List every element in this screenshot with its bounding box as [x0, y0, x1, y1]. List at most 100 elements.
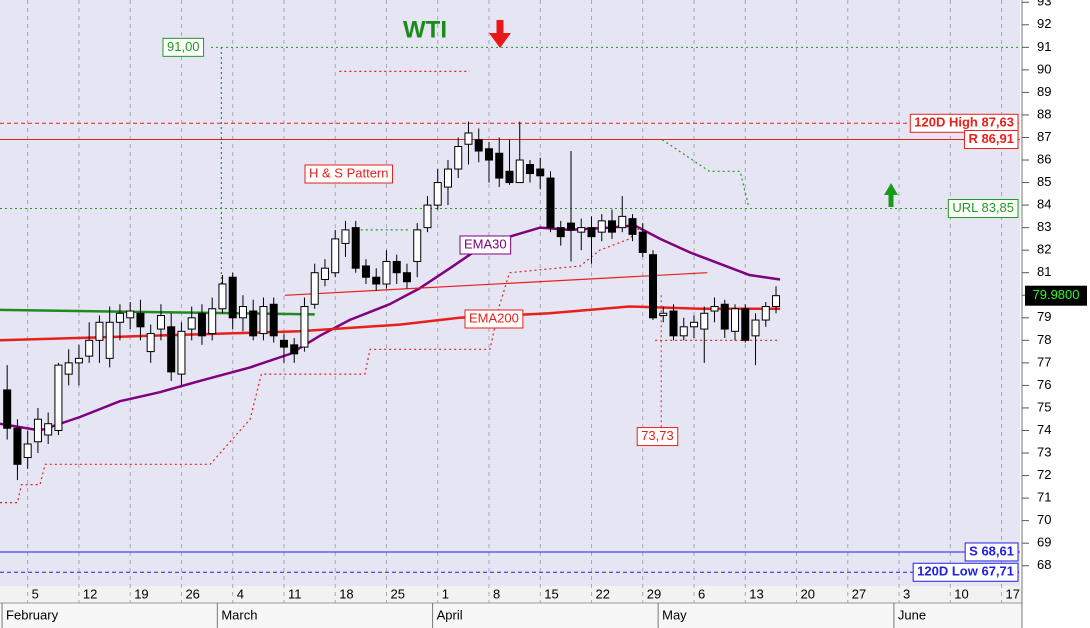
- level-label: URL 83,85: [952, 200, 1014, 215]
- level-label: S 68,61: [969, 543, 1014, 558]
- y-tick-label: 83: [1037, 219, 1051, 234]
- candle-body: [44, 423, 53, 436]
- candle-body: [13, 427, 22, 465]
- candle-body: [361, 265, 370, 278]
- arrow-shaft: [888, 194, 894, 207]
- candle-body: [556, 227, 565, 238]
- candle-body: [290, 344, 299, 355]
- level-label: R 86,91: [968, 131, 1014, 146]
- candle-body: [146, 333, 155, 353]
- candle-body: [413, 229, 422, 262]
- overlay-line: [0, 227, 641, 504]
- candle-body: [741, 308, 750, 341]
- candle-body: [33, 418, 42, 443]
- candle-body: [208, 308, 217, 335]
- candle-body: [392, 260, 401, 274]
- candle-body: [105, 321, 114, 359]
- candle-body: [279, 339, 288, 348]
- chart-title: WTI: [403, 16, 447, 43]
- x-tick-label: 8: [493, 586, 500, 601]
- candle-body: [382, 260, 391, 285]
- candle-body: [197, 312, 206, 337]
- level-label-box: [963, 130, 1019, 150]
- candle-layer: [3, 121, 781, 481]
- candle-body: [669, 310, 678, 337]
- candle-body: [772, 295, 781, 308]
- month-label: May: [662, 607, 687, 622]
- y-tick-label: 79: [1037, 309, 1051, 324]
- x-tick-label: 13: [749, 586, 763, 601]
- month-label: April: [437, 607, 463, 622]
- y-tick-label: 91: [1037, 39, 1051, 54]
- candle-body: [690, 321, 699, 328]
- y-tick-label: 90: [1037, 61, 1051, 76]
- candle-body: [464, 132, 473, 145]
- level-label-box: [964, 542, 1019, 562]
- x-tick-label: 17: [1006, 586, 1020, 601]
- level-label: 120D High 87,63: [914, 115, 1014, 130]
- x-tick-label: 12: [83, 586, 97, 601]
- x-tick-label: 26: [185, 586, 199, 601]
- candle-body: [351, 227, 360, 269]
- series-label-box: [464, 309, 524, 329]
- candle-body: [54, 364, 63, 431]
- candle-body: [95, 321, 104, 341]
- arrow-head: [884, 183, 898, 195]
- x-tick-label: 6: [698, 586, 705, 601]
- candle-body: [228, 276, 237, 319]
- y-tick-label: 70: [1037, 512, 1051, 527]
- candle-body: [126, 310, 135, 319]
- candle-body: [23, 443, 32, 459]
- candle-body: [577, 227, 586, 233]
- y-tick-label: 88: [1037, 106, 1051, 121]
- candle-body: [628, 218, 637, 235]
- candle-body: [310, 272, 319, 305]
- candle-body: [218, 283, 227, 310]
- candle-body: [720, 303, 729, 330]
- label-layer: 91,00 120D High 87,63R 86,91 URL 83,85 S 68…: [162, 37, 1087, 582]
- arrow-head: [489, 33, 511, 48]
- level-label-box: [162, 37, 205, 57]
- candle-body: [597, 220, 606, 233]
- candle-body: [454, 146, 463, 170]
- candle-body: [566, 222, 575, 231]
- x-tick-label: 10: [954, 586, 968, 601]
- y-tick-label: 87: [1037, 129, 1051, 144]
- x-tick-label: 4: [237, 586, 244, 601]
- candle-body: [177, 330, 186, 375]
- last-price-box: [1025, 285, 1087, 306]
- month-label: February: [6, 607, 59, 622]
- projection-label-box: [636, 427, 679, 447]
- candle-body: [259, 306, 268, 335]
- candle-body: [659, 312, 668, 317]
- month-band: [0, 603, 1022, 628]
- plot-area: [0, 0, 1020, 586]
- candle-body: [320, 267, 329, 280]
- candle-body: [331, 238, 340, 274]
- indicator-line: [0, 224, 781, 432]
- series-label: EMA200: [469, 310, 519, 325]
- x-tick-label: 15: [544, 586, 558, 601]
- candle-body: [300, 306, 309, 348]
- candle-body: [85, 339, 94, 357]
- y-tick-label: 76: [1037, 377, 1051, 392]
- candle-body: [505, 170, 514, 184]
- series-label: EMA30: [464, 236, 507, 251]
- candle-body: [587, 227, 596, 238]
- y-tick-label: 71: [1037, 490, 1051, 505]
- x-tick-label: 11: [288, 586, 302, 601]
- level-label: 120D Low 67,71: [917, 564, 1014, 579]
- y-tick-label: 86: [1037, 151, 1051, 166]
- overlay-line: [284, 272, 708, 296]
- x-tick-label: 3: [903, 586, 910, 601]
- candle-body: [136, 312, 145, 328]
- y-tick-label: 93: [1037, 0, 1051, 9]
- candle-body: [372, 276, 381, 285]
- candle-body: [238, 306, 247, 319]
- x-tick-label: 19: [134, 586, 148, 601]
- candle-body: [64, 362, 73, 375]
- candle-body: [546, 177, 555, 229]
- grid-layer: 5 12 19 26 4 11 18 25 1 8 15 22 29 6 13 20 27 3 10 17Februa…: [1, 0, 1051, 628]
- y-tick-label: 69: [1037, 535, 1051, 550]
- candle-body: [731, 308, 740, 332]
